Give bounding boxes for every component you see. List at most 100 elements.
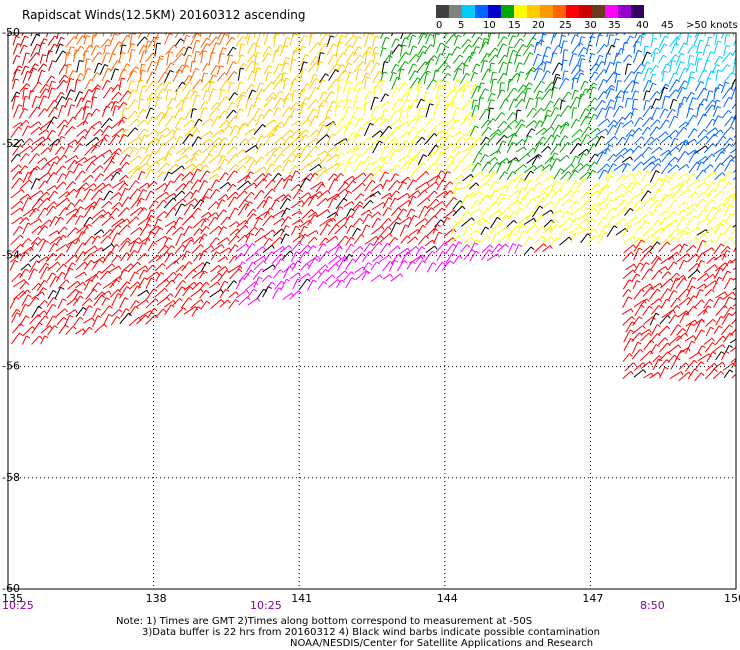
wind-barb-flag <box>349 215 354 219</box>
wind-barb <box>451 46 458 56</box>
wind-barb <box>136 36 145 47</box>
wind-barb <box>570 189 578 199</box>
wind-barb <box>569 207 582 216</box>
wind-barb <box>352 161 362 173</box>
wind-barb-flag <box>642 325 646 330</box>
wind-barb <box>705 118 713 129</box>
wind-barb-flag <box>311 209 315 213</box>
wind-barb-flag <box>196 33 201 36</box>
wind-barb <box>586 82 594 94</box>
wind-barb <box>658 209 668 217</box>
wind-barb-flag <box>627 288 632 293</box>
wind-barb <box>156 127 168 137</box>
wind-barb-flag <box>712 143 717 147</box>
wind-barb <box>345 236 352 246</box>
wind-barb-flag <box>243 91 247 95</box>
wind-barb <box>508 225 518 236</box>
wind-barb-flag <box>200 244 204 248</box>
wind-barb <box>721 313 730 325</box>
wind-barb <box>380 80 383 93</box>
wind-barb-flag <box>523 146 527 151</box>
wind-barb <box>697 209 705 219</box>
wind-barb <box>139 50 145 64</box>
wind-barb <box>588 190 598 198</box>
wind-barb <box>354 126 362 138</box>
wind-barb-flag <box>522 27 525 29</box>
wind-barb-flag <box>232 46 237 50</box>
wind-barb-flag <box>53 296 58 301</box>
wind-barb-flag <box>689 28 693 29</box>
wind-barb-flag <box>394 197 399 201</box>
wind-barb <box>571 128 581 138</box>
wind-barb <box>362 172 372 183</box>
wind-barb <box>118 174 127 182</box>
wind-barb-flag <box>170 304 175 308</box>
wind-barb-flag <box>369 26 372 28</box>
wind-barb <box>253 189 262 200</box>
wind-barb-flag <box>637 181 641 185</box>
wind-barb-flag <box>287 216 292 220</box>
wind-barb-flag <box>451 161 456 166</box>
wind-barb-flag <box>64 74 69 78</box>
wind-barb <box>352 33 354 36</box>
wind-barb <box>436 251 443 262</box>
wind-barb <box>666 109 673 119</box>
wind-barb <box>136 109 144 119</box>
wind-barb <box>265 72 269 82</box>
wind-barb-flag <box>137 188 141 192</box>
wind-barb <box>621 120 632 128</box>
wind-barb-flag <box>411 208 416 212</box>
wind-barb-flag <box>80 45 85 49</box>
wind-barb-flag <box>651 161 656 166</box>
wind-barb-flag <box>683 180 688 184</box>
wind-barb-flag <box>494 189 499 193</box>
wind-barb <box>481 244 491 253</box>
wind-barb <box>19 153 27 162</box>
wind-barb <box>137 289 148 297</box>
wind-barb <box>199 33 202 37</box>
wind-barb-flag <box>380 183 384 188</box>
wind-barb-flag <box>668 163 673 167</box>
wind-barb-flag <box>549 100 554 104</box>
wind-barb-flag <box>396 76 401 80</box>
wind-barb <box>397 192 408 201</box>
wind-barb <box>571 90 576 100</box>
wind-barb-flag <box>25 65 30 69</box>
wind-barb-flag <box>641 136 645 140</box>
wind-barb-flag <box>557 76 562 80</box>
wind-barb-flag <box>397 207 402 211</box>
wind-barb <box>273 34 276 48</box>
wind-barb <box>91 235 98 245</box>
wind-barb-flag <box>703 233 707 238</box>
wind-barb <box>351 106 359 118</box>
wind-barb-flag <box>118 148 122 152</box>
wind-barb-flag <box>656 47 660 51</box>
wind-barb-flag <box>342 52 347 56</box>
wind-barb-flag <box>315 145 319 150</box>
wind-barb <box>246 54 254 63</box>
wind-barb <box>118 69 124 82</box>
wind-barb <box>713 147 724 155</box>
wind-barb-flag <box>218 225 222 230</box>
wind-barb <box>12 323 21 334</box>
wind-barb <box>578 226 590 235</box>
wind-barb-flag <box>38 322 43 326</box>
wind-barb-flag <box>252 208 257 212</box>
wind-barb-flag <box>319 191 323 196</box>
wind-barb-flag <box>517 199 521 204</box>
wind-barb <box>83 35 87 45</box>
wind-barb-flag <box>352 258 357 262</box>
wind-barb <box>667 33 669 36</box>
wind-barb-flag <box>66 197 70 202</box>
wind-barb <box>352 100 356 111</box>
wind-barb-flag <box>685 139 690 144</box>
wind-barb <box>10 234 21 246</box>
wind-barb <box>669 182 682 191</box>
wind-barb-flag <box>324 99 328 104</box>
wind-barb <box>695 289 701 299</box>
wind-barb-flag <box>369 46 373 50</box>
wind-barb <box>569 216 577 228</box>
wind-barb-flag <box>79 295 84 299</box>
wind-barb <box>705 133 715 145</box>
wind-barb-flag <box>126 218 130 223</box>
